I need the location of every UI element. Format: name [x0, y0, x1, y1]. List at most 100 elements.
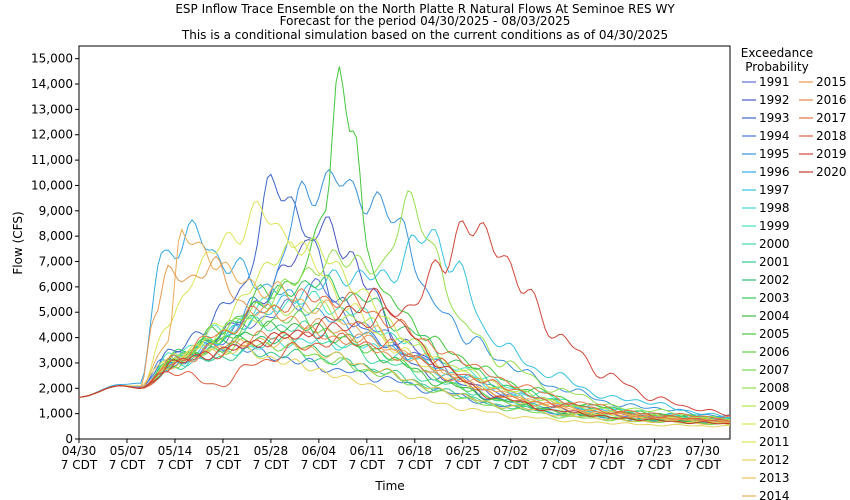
y-tick-label: 6,000	[39, 280, 73, 294]
y-axis: 0 1,000 2,000 3,000 4,000 5,000 6,000 7,000 8,00…	[31, 52, 79, 446]
legend-label-2013: 2013	[759, 471, 790, 485]
legend-label-2017: 2017	[816, 111, 847, 125]
series-line-2006	[78, 310, 731, 424]
x-tick-date: 06/11	[350, 444, 385, 458]
legend-label-2020: 2020	[816, 165, 847, 179]
x-tick-date: 05/21	[206, 444, 241, 458]
x-tick-time: 7 CDT	[445, 458, 482, 472]
x-tick-time: 7 CDT	[636, 458, 673, 472]
x-tick-time: 7 CDT	[253, 458, 290, 472]
legend-label-2008: 2008	[759, 381, 790, 395]
x-tick-date: 07/23	[637, 444, 672, 458]
legend-label-2018: 2018	[816, 129, 847, 143]
x-tick-time: 7 CDT	[588, 458, 625, 472]
legend-label-1993: 1993	[759, 111, 790, 125]
legend-label-1991: 1991	[759, 75, 790, 89]
legend-label-2011: 2011	[759, 435, 790, 449]
x-tick-date: 05/07	[110, 444, 145, 458]
plot-area	[78, 45, 731, 440]
chart-title-line1: ESP Inflow Trace Ensemble on the North P…	[175, 2, 675, 16]
y-tick-label: 13,000	[31, 102, 73, 116]
legend-label-1995: 1995	[759, 147, 790, 161]
legend-label-2016: 2016	[816, 93, 847, 107]
x-tick-date: 05/28	[254, 444, 289, 458]
y-tick-label: 9,000	[39, 204, 73, 218]
legend-label-2014: 2014	[759, 489, 790, 500]
legend: Exceedance Probability 1991 1992 1993 1994 1…	[741, 46, 847, 500]
x-tick-time: 7 CDT	[349, 458, 386, 472]
series-line-2013	[78, 337, 731, 425]
x-tick-time: 7 CDT	[61, 458, 98, 472]
legend-label-2003: 2003	[759, 291, 790, 305]
legend-label-2006: 2006	[759, 345, 790, 359]
x-tick-date: 04/30	[62, 444, 97, 458]
legend-label-2007: 2007	[759, 363, 790, 377]
y-tick-label: 1,000	[39, 407, 73, 421]
series-line-2019	[78, 220, 731, 417]
series-line-1995	[78, 168, 731, 418]
legend-label-2010: 2010	[759, 417, 790, 431]
series-line-1993	[78, 173, 731, 423]
chart-title-line3: This is a conditional simulation based o…	[181, 28, 668, 42]
legend-label-2012: 2012	[759, 453, 790, 467]
x-tick-date: 06/04	[302, 444, 337, 458]
x-tick-time: 7 CDT	[157, 458, 194, 472]
legend-label-2019: 2019	[816, 147, 847, 161]
chart-title-line2: Forecast for the period 04/30/2025 - 08/…	[280, 14, 571, 28]
y-tick-label: 10,000	[31, 178, 73, 192]
x-tick-date: 07/02	[493, 444, 528, 458]
legend-label-1999: 1999	[759, 219, 790, 233]
y-tick-label: 3,000	[39, 356, 73, 370]
y-tick-label: 15,000	[31, 52, 73, 66]
legend-label-1992: 1992	[759, 93, 790, 107]
y-tick-label: 7,000	[39, 255, 73, 269]
legend-title-line2: Probability	[745, 60, 808, 74]
y-tick-label: 14,000	[31, 77, 73, 91]
y-tick-label: 8,000	[39, 229, 73, 243]
series-line-1999	[78, 290, 731, 420]
x-tick-time: 7 CDT	[493, 458, 530, 472]
y-tick-label: 2,000	[39, 381, 73, 395]
x-tick-time: 7 CDT	[205, 458, 242, 472]
x-tick-date: 07/16	[589, 444, 624, 458]
legend-label-2001: 2001	[759, 255, 790, 269]
legend-label-1998: 1998	[759, 201, 790, 215]
legend-label-2009: 2009	[759, 399, 790, 413]
x-axis-label: Time	[374, 479, 404, 493]
x-tick-date: 07/30	[685, 444, 720, 458]
series-line-2000	[78, 316, 731, 423]
x-tick-date: 06/18	[397, 444, 432, 458]
x-tick-time: 7 CDT	[397, 458, 434, 472]
x-tick-date: 06/25	[445, 444, 480, 458]
legend-label-1994: 1994	[759, 129, 790, 143]
series-line-2015	[78, 255, 731, 423]
x-tick-time: 7 CDT	[540, 458, 577, 472]
series-line-2012	[78, 343, 731, 428]
y-tick-label: 11,000	[31, 153, 73, 167]
series-line-2004	[78, 320, 731, 424]
y-tick-label: 12,000	[31, 128, 73, 142]
legend-label-1997: 1997	[759, 183, 790, 197]
x-tick-time: 7 CDT	[109, 458, 146, 472]
legend-title-line1: Exceedance	[741, 46, 813, 60]
y-axis-label: Flow (CFS)	[11, 211, 25, 274]
legend-label-2000: 2000	[759, 237, 790, 251]
y-tick-label: 4,000	[39, 331, 73, 345]
x-tick-time: 7 CDT	[301, 458, 338, 472]
x-tick-date: 07/09	[541, 444, 576, 458]
series-line-2008	[78, 190, 731, 421]
series-line-1992	[78, 216, 731, 423]
legend-label-2004: 2004	[759, 309, 790, 323]
x-tick-time: 7 CDT	[684, 458, 721, 472]
legend-label-2005: 2005	[759, 327, 790, 341]
series-line-2014	[78, 228, 731, 423]
series-line-2017	[78, 287, 731, 420]
series-line-2005	[78, 66, 731, 421]
y-tick-label: 5,000	[39, 305, 73, 319]
series-line-2020	[78, 287, 731, 425]
series-line-2018	[78, 332, 731, 422]
y-tick-label: 0	[65, 432, 73, 446]
legend-label-2002: 2002	[759, 273, 790, 287]
